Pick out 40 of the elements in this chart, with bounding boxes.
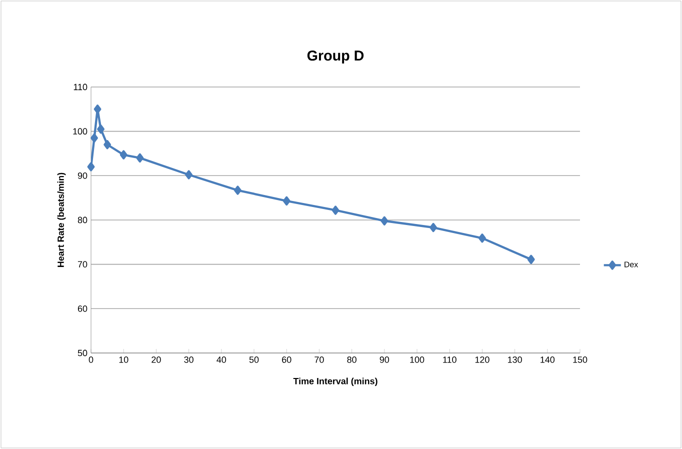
point — [97, 124, 104, 134]
y-tick-label: 60 — [78, 305, 88, 312]
y-tick-label: 110 — [74, 84, 88, 90]
x-tick-label: 60 — [282, 356, 292, 363]
y-axis-title: Heart Rate (beats/min) — [57, 172, 66, 267]
y-tick-label: 70 — [78, 261, 88, 268]
point — [282, 196, 290, 206]
x-tick-label: 150 — [573, 356, 588, 363]
x-tick-label: 40 — [216, 356, 226, 363]
chart-title: Group D — [307, 50, 364, 64]
point — [527, 254, 535, 264]
point — [87, 162, 95, 172]
x-tick-label: 90 — [380, 356, 390, 363]
point — [185, 170, 193, 180]
y-tick-label: 50 — [78, 350, 88, 356]
y-tick-label: 100 — [73, 128, 88, 134]
x-tick-label: 30 — [184, 356, 194, 363]
y-tick-label: 90 — [78, 172, 88, 179]
point — [120, 150, 128, 160]
point — [430, 222, 438, 232]
x-tick-label: 100 — [410, 356, 424, 363]
y-tick-label: 80 — [78, 216, 88, 224]
x-tick-label: 10 — [119, 356, 128, 363]
x-tick-label: 70 — [314, 356, 324, 363]
point — [332, 206, 340, 215]
x-tick-label: 120 — [475, 356, 490, 363]
x-tick-label: 130 — [508, 356, 522, 363]
x-tick-label: 140 — [540, 356, 555, 363]
x-tick-label: 80 — [347, 356, 356, 363]
x-tick-label: 0 — [88, 356, 94, 363]
point — [478, 234, 486, 243]
x-tick-label: 20 — [152, 356, 161, 363]
x-tick-label: 50 — [249, 356, 259, 363]
x-tick-label: 110 — [443, 356, 456, 363]
point — [380, 216, 388, 226]
x-axis-title: Time Interval (mins) — [293, 378, 378, 386]
point — [234, 186, 242, 195]
point — [104, 140, 112, 150]
point — [90, 133, 98, 143]
point — [136, 153, 144, 163]
